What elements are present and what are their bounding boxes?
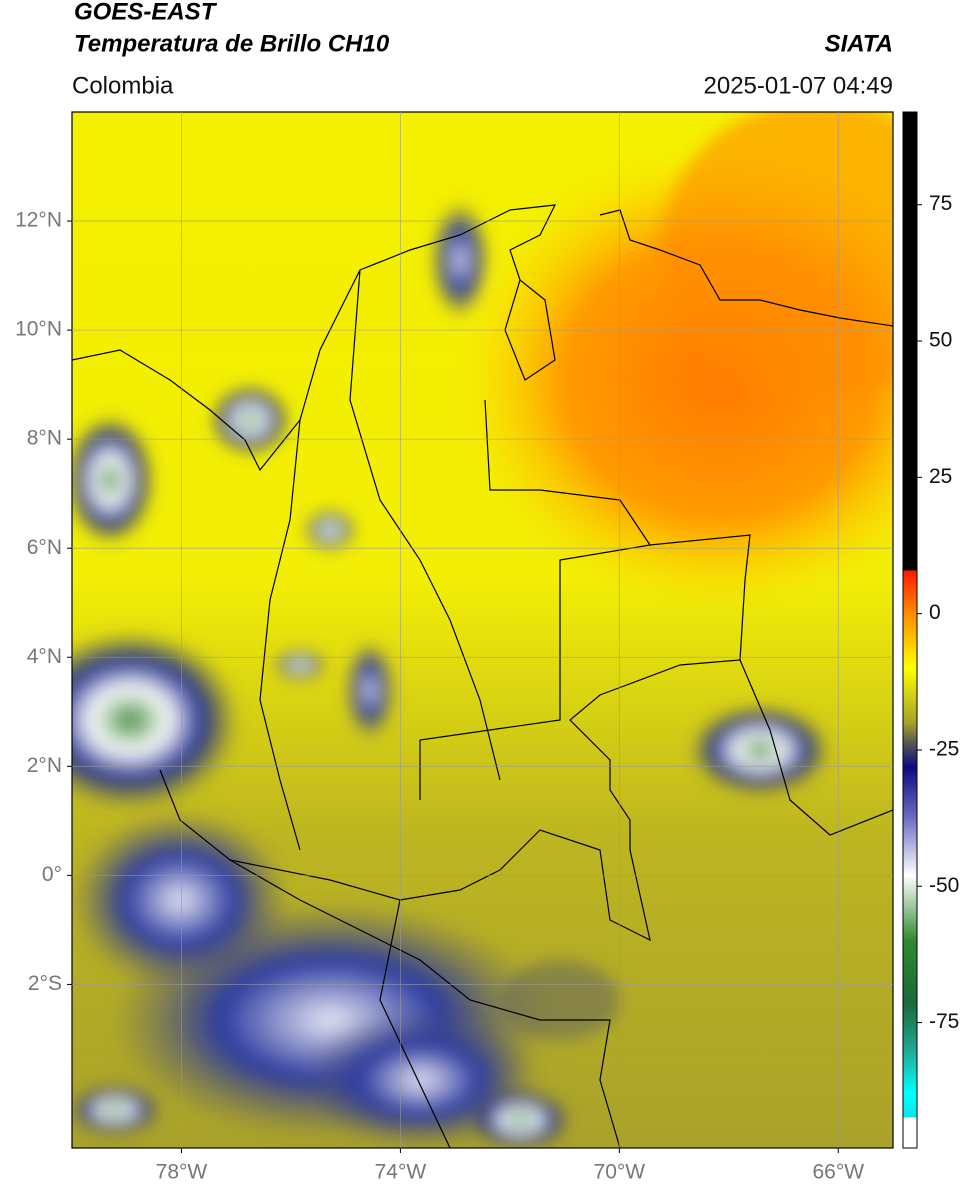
colorbar-tick-label: 25	[929, 465, 952, 488]
colorbar-tick-label: -25	[929, 738, 959, 761]
lat-tick-label: 12°N	[15, 209, 62, 232]
lat-tick-label: 10°N	[15, 318, 62, 341]
lat-tick-label: 4°N	[27, 645, 62, 668]
lat-tick-label: 2°N	[27, 754, 62, 777]
colorbar-tick-label: -75	[929, 1010, 959, 1033]
colorbar	[902, 111, 918, 1149]
lat-tick-label: 2°S	[28, 972, 62, 995]
lon-tick-label: 74°W	[375, 1161, 427, 1184]
colorbar-tick-label: -50	[929, 874, 959, 897]
lon-tick-label: 78°W	[156, 1161, 208, 1184]
axes: 78°W 74°W 70°W 66°W 12°N 10°N 8°N 6°N 4°N 2°N 0° 2°…	[15, 112, 959, 1184]
lat-tick-label: 8°N	[27, 427, 62, 450]
region: Colombia	[72, 72, 174, 99]
source: SIATA	[825, 30, 893, 57]
lat-tick-label: 6°N	[27, 536, 62, 559]
colorbar-tick-label: 50	[929, 329, 952, 352]
title: GOES-EAST	[74, 0, 218, 25]
satellite-image	[72, 112, 893, 1148]
subtitle: Temperatura de Brillo CH10	[74, 30, 390, 57]
lon-tick-label: 70°W	[594, 1161, 646, 1184]
colorbar-tick-label: 75	[929, 192, 952, 215]
colorbar-tick-label: 0	[929, 601, 941, 624]
map-frame	[71, 111, 894, 1149]
timestamp: 2025-01-07 04:49	[704, 72, 894, 99]
lat-tick-label: 0°	[42, 863, 62, 886]
lon-tick-label: 66°W	[812, 1161, 864, 1184]
